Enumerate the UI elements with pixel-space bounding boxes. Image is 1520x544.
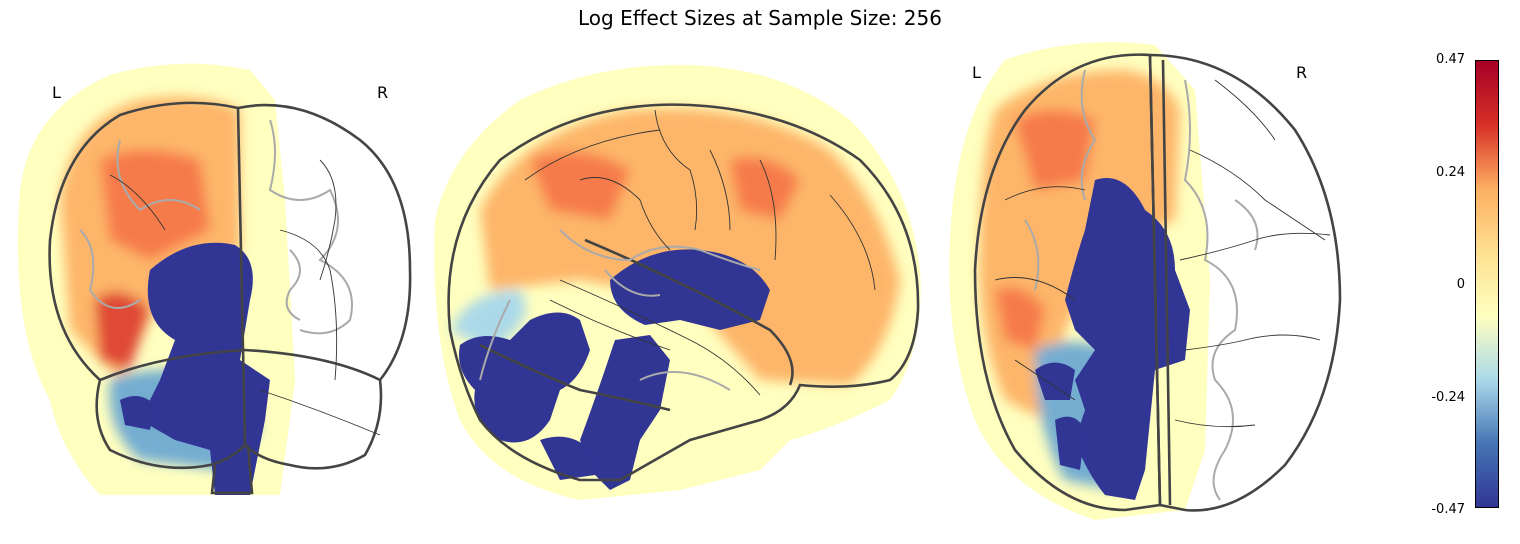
coronal-right-label: R [377,83,388,102]
coronal-negative [120,242,270,495]
axial-sulci [1024,69,1259,501]
colorbar [1475,60,1499,508]
coronal-view: L R [18,63,412,496]
axial-brain-outline [973,53,1342,512]
axial-thin-lines [994,79,1331,428]
colorbar-tick-zero: 0 [1456,277,1465,292]
axial-right-label: R [1296,63,1307,82]
colorbar-tick-min: -0.47 [1431,502,1465,517]
axial-negative [1035,178,1190,500]
coronal-left-label: L [52,83,61,102]
figure-title: Log Effect Sizes at Sample Size: 256 [578,6,942,30]
coronal-sulci [79,119,353,335]
coronal-brain-outline [48,101,412,495]
coronal-thin-lines [109,159,381,436]
sagittal-view [434,65,921,500]
sagittal-activation [450,108,900,385]
sagittal-thin-lines [524,109,876,396]
colorbar-tick-lower: -0.24 [1431,390,1465,405]
sagittal-sulci [479,229,761,391]
axial-view: L R [949,42,1342,521]
colorbar-tick-upper: 0.24 [1436,165,1465,180]
axial-left-label: L [972,63,981,82]
colorbar-tick-max: 0.47 [1436,52,1465,67]
